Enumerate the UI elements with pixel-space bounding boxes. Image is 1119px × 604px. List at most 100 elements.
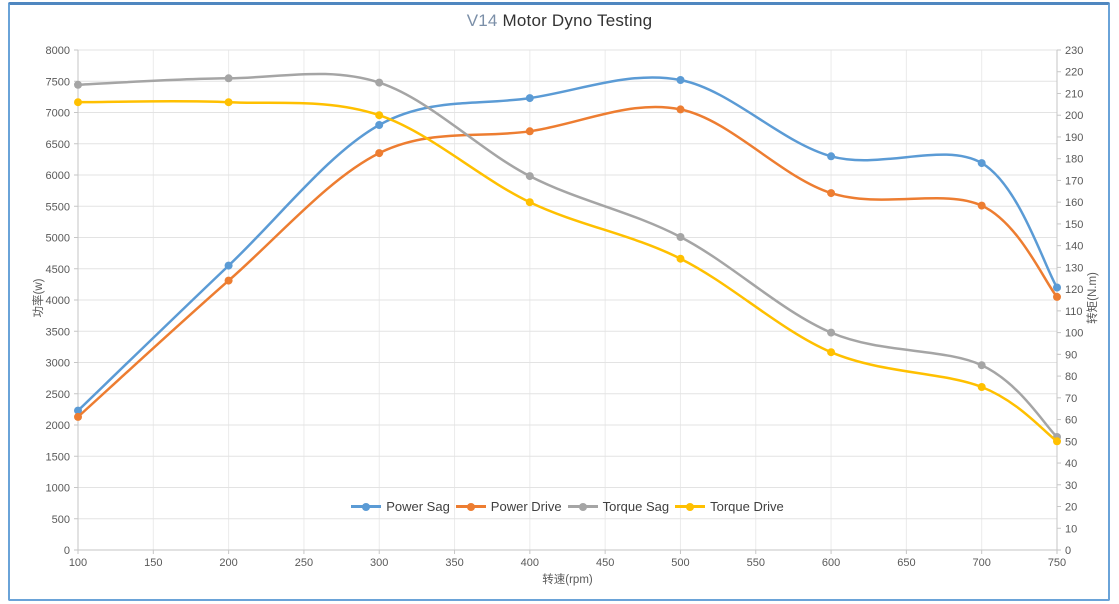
- data-point-torque-sag: [977, 361, 986, 370]
- y-right-tick-label: 130: [1065, 262, 1083, 274]
- y-right-tick-label: 70: [1065, 393, 1077, 405]
- x-tick-label: 300: [370, 557, 388, 569]
- x-tick-label: 600: [822, 557, 840, 569]
- series-line-torque-drive: [76, 99, 1059, 443]
- data-point-torque-sag: [224, 74, 233, 83]
- x-tick-label: 350: [445, 557, 463, 569]
- y-right-tick-label: 80: [1065, 371, 1077, 383]
- y-left-tick-label: 2500: [46, 389, 70, 401]
- y-right-tick-label: 90: [1065, 349, 1077, 361]
- x-tick-label: 450: [596, 557, 614, 569]
- y-left-tick-label: 7500: [46, 76, 70, 88]
- y-right-tick-label: 120: [1065, 284, 1083, 296]
- legend-line-dot-swatch: [455, 502, 486, 511]
- legend-label: Torque Drive: [710, 499, 784, 514]
- series-line-power-sag: [76, 76, 1059, 412]
- y-right-tick-label: 10: [1065, 523, 1077, 535]
- chart-legend: Power Sag Power Drive Torque Sag Torque …: [78, 499, 1057, 514]
- y-right-tick-label: 210: [1065, 88, 1083, 100]
- y-right-tick-label: 180: [1065, 154, 1083, 166]
- x-tick-label: 650: [897, 557, 915, 569]
- y-left-tick-label: 3000: [46, 358, 70, 370]
- x-tick-label: 750: [1048, 557, 1066, 569]
- x-tick-label: 700: [973, 557, 991, 569]
- x-tick-label: 400: [521, 557, 539, 569]
- data-point-torque-sag: [74, 80, 82, 89]
- y-right-axis-title: 转矩(N.m): [1087, 272, 1099, 324]
- data-point-power-drive: [375, 149, 384, 158]
- data-point-power-sag: [977, 159, 986, 168]
- legend-item-power-sag[interactable]: Power Sag: [351, 499, 450, 514]
- y-left-tick-label: 8000: [46, 45, 70, 57]
- y-right-tick-label: 100: [1065, 328, 1083, 340]
- y-left-tick-label: 7000: [46, 108, 70, 120]
- y-left-axis-title: 功率(w): [33, 278, 45, 318]
- legend-item-torque-sag[interactable]: Torque Sag: [567, 499, 670, 514]
- data-point-torque-sag: [676, 233, 685, 241]
- data-point-torque-drive: [977, 383, 986, 391]
- data-point-power-drive: [525, 127, 534, 136]
- data-point-power-drive: [224, 276, 233, 285]
- y-right-tick-label: 220: [1065, 67, 1083, 79]
- y-right-tick-label: 20: [1065, 502, 1077, 514]
- x-tick-label: 200: [219, 557, 237, 569]
- data-point-torque-sag: [375, 78, 384, 87]
- series-line-power-drive: [76, 105, 1059, 419]
- chart-title: V14 Motor Dyno Testing: [0, 11, 1119, 31]
- y-right-tick-label: 160: [1065, 197, 1083, 209]
- data-point-torque-drive: [375, 111, 384, 120]
- y-left-tick-label: 1000: [46, 483, 70, 495]
- data-point-torque-drive: [676, 254, 685, 263]
- y-left-tick-label: 0: [64, 545, 70, 557]
- data-point-torque-sag: [827, 328, 836, 337]
- y-right-tick-label: 0: [1065, 545, 1071, 557]
- data-point-torque-drive: [525, 198, 534, 207]
- y-right-tick-label: 60: [1065, 415, 1077, 427]
- y-left-tick-label: 5000: [46, 233, 70, 245]
- data-point-power-drive: [977, 201, 986, 210]
- y-left-tick-label: 5500: [46, 201, 70, 213]
- legend-line-dot-swatch: [351, 502, 382, 511]
- x-axis-title: 转速(rpm): [542, 574, 593, 586]
- legend-label: Torque Sag: [602, 499, 670, 514]
- data-point-power-drive: [676, 105, 685, 114]
- y-right-tick-label: 140: [1065, 241, 1083, 253]
- x-tick-label: 250: [295, 557, 313, 569]
- y-left-tick-label: 500: [52, 514, 70, 526]
- x-tick-label: 100: [69, 557, 87, 569]
- legend-item-torque-drive[interactable]: Torque Drive: [675, 499, 784, 514]
- data-point-torque-drive: [1053, 437, 1061, 446]
- y-right-tick-label: 40: [1065, 458, 1077, 470]
- y-left-tick-label: 4000: [46, 295, 70, 307]
- y-right-tick-label: 170: [1065, 175, 1083, 187]
- data-point-power-sag: [375, 121, 384, 129]
- y-right-tick-label: 110: [1065, 306, 1083, 318]
- legend-label: Power Sag: [386, 499, 450, 514]
- legend-item-power-drive[interactable]: Power Drive: [455, 499, 562, 514]
- y-right-tick-label: 50: [1065, 436, 1077, 448]
- y-left-tick-label: 6000: [46, 170, 70, 182]
- y-left-tick-label: 6500: [46, 139, 70, 151]
- data-point-torque-drive: [224, 98, 233, 107]
- y-right-tick-label: 200: [1065, 110, 1083, 122]
- x-tick-label: 150: [144, 557, 162, 569]
- y-right-tick-label: 150: [1065, 219, 1083, 231]
- y-left-tick-label: 1500: [46, 451, 70, 463]
- chart-title-text: Motor Dyno Testing: [497, 11, 653, 30]
- y-right-tick-label: 190: [1065, 132, 1083, 144]
- data-point-power-sag: [676, 76, 685, 84]
- y-left-tick-label: 4500: [46, 264, 70, 276]
- series-line-torque-sag: [76, 72, 1059, 439]
- data-point-power-drive: [827, 189, 836, 198]
- data-point-power-sag: [224, 261, 233, 270]
- data-point-power-drive: [1053, 292, 1061, 301]
- data-point-power-drive: [74, 412, 82, 421]
- data-point-power-sag: [1053, 283, 1061, 292]
- x-tick-label: 500: [671, 557, 689, 569]
- data-point-torque-drive: [827, 348, 836, 357]
- legend-label: Power Drive: [490, 499, 562, 514]
- x-tick-label: 550: [747, 557, 765, 569]
- data-point-torque-sag: [525, 172, 534, 181]
- data-point-power-sag: [74, 406, 82, 415]
